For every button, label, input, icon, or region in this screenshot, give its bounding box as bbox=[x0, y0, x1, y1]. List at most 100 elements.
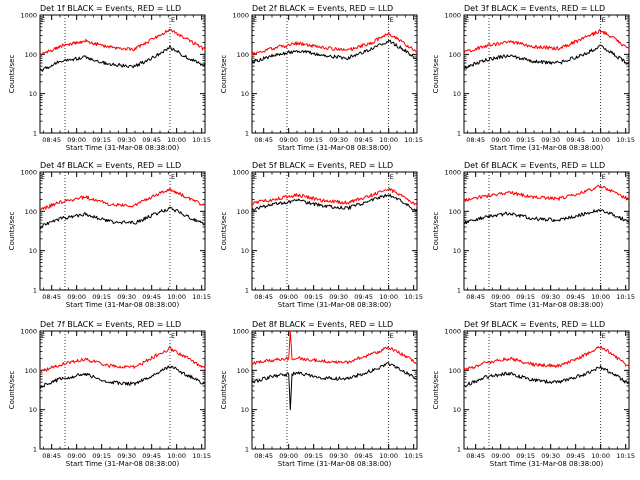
y-tick-label: 10 bbox=[453, 90, 461, 98]
x-tick-label: 10:00 bbox=[167, 452, 186, 460]
event-marker-label: E bbox=[390, 173, 394, 181]
y-tick-label: 100 bbox=[237, 367, 249, 375]
plot-frame bbox=[463, 330, 630, 450]
y-tick-label: 10 bbox=[29, 90, 37, 98]
events-rate-line bbox=[251, 362, 418, 411]
y-tick-label: 1 bbox=[245, 287, 249, 295]
x-tick-label: 09:00 bbox=[67, 293, 86, 301]
x-tick-label: 09:00 bbox=[279, 452, 298, 460]
y-tick-label: 1 bbox=[33, 130, 37, 138]
x-tick-label: 08:45 bbox=[254, 452, 273, 460]
y-tick-label: 1000 bbox=[232, 12, 249, 20]
event-marker-label: E bbox=[41, 173, 45, 181]
x-tick-label: 10:15 bbox=[616, 136, 635, 144]
y-tick-label: 1 bbox=[33, 446, 37, 454]
x-tick-label: 08:45 bbox=[42, 136, 61, 144]
events-rate-line bbox=[463, 44, 630, 69]
y-tick-label: 1000 bbox=[232, 169, 249, 177]
plot-frame bbox=[463, 171, 630, 291]
y-tick-label: 1 bbox=[457, 287, 461, 295]
y-tick-label: 100 bbox=[25, 367, 37, 375]
chart-title: Det 3f BLACK = Events, RED = LLD bbox=[464, 4, 605, 13]
x-tick-label: 10:15 bbox=[616, 452, 635, 460]
event-marker-label: E bbox=[390, 16, 394, 24]
y-tick-label: 10 bbox=[29, 406, 37, 414]
x-tick-label: 09:30 bbox=[541, 136, 560, 144]
x-tick-label: 10:15 bbox=[192, 452, 211, 460]
x-tick-label: 09:45 bbox=[354, 452, 373, 460]
y-axis-label: Counts/sec bbox=[220, 371, 228, 410]
event-marker-label: E bbox=[602, 173, 606, 181]
chart-panel: Det 4f BLACK = Events, RED = LLD 1 10 100 10… bbox=[8, 161, 211, 309]
x-axis-label: Start Time (31-Mar-08 08:38:00) bbox=[66, 144, 180, 152]
x-tick-label: 09:45 bbox=[354, 136, 373, 144]
x-axis-label: Start Time (31-Mar-08 08:38:00) bbox=[278, 144, 392, 152]
x-tick-label: 10:15 bbox=[404, 452, 423, 460]
event-marker-label: E bbox=[465, 332, 469, 340]
x-tick-label: 09:00 bbox=[67, 136, 86, 144]
x-axis-label: Start Time (31-Mar-08 08:38:00) bbox=[490, 144, 604, 152]
x-tick-label: 09:15 bbox=[92, 136, 111, 144]
event-marker-label: E bbox=[602, 16, 606, 24]
plot-frame bbox=[251, 330, 418, 450]
chart-panel: Det 8f BLACK = Events, RED = LLD 1 10 100 10… bbox=[220, 320, 423, 468]
x-tick-label: 09:15 bbox=[516, 452, 535, 460]
events-rate-line bbox=[463, 209, 630, 225]
x-tick-label: 09:30 bbox=[541, 293, 560, 301]
x-tick-label: 10:15 bbox=[192, 293, 211, 301]
y-tick-label: 10 bbox=[241, 406, 249, 414]
x-tick-label: 09:30 bbox=[329, 293, 348, 301]
y-tick-label: 100 bbox=[449, 51, 461, 59]
x-axis-label: Start Time (31-Mar-08 08:38:00) bbox=[278, 460, 392, 468]
y-tick-label: 1000 bbox=[20, 12, 37, 20]
x-tick-label: 09:45 bbox=[566, 452, 585, 460]
chart-panel: Det 1f BLACK = Events, RED = LLD 1 10 100 10… bbox=[8, 4, 211, 152]
y-tick-label: 1000 bbox=[232, 328, 249, 336]
x-tick-label: 10:15 bbox=[192, 136, 211, 144]
x-tick-label: 10:00 bbox=[591, 452, 610, 460]
lld-rate-line bbox=[39, 188, 206, 211]
x-tick-label: 09:45 bbox=[142, 452, 161, 460]
chart-panel: Det 5f BLACK = Events, RED = LLD 1 10 100 10… bbox=[220, 161, 423, 309]
x-tick-label: 09:30 bbox=[117, 136, 136, 144]
event-marker-label: E bbox=[465, 16, 469, 24]
x-tick-label: 10:00 bbox=[167, 293, 186, 301]
plot-frame bbox=[39, 14, 206, 134]
y-tick-label: 10 bbox=[241, 90, 249, 98]
y-tick-label: 10 bbox=[241, 247, 249, 255]
x-tick-label: 08:45 bbox=[254, 293, 273, 301]
y-tick-label: 1000 bbox=[20, 328, 37, 336]
event-marker-label: E bbox=[171, 173, 175, 181]
x-tick-label: 09:30 bbox=[541, 452, 560, 460]
x-tick-label: 09:15 bbox=[92, 293, 111, 301]
x-tick-label: 10:15 bbox=[404, 293, 423, 301]
x-tick-label: 09:15 bbox=[516, 136, 535, 144]
y-tick-label: 10 bbox=[453, 247, 461, 255]
chart-title: Det 7f BLACK = Events, RED = LLD bbox=[40, 320, 181, 329]
lld-rate-line bbox=[39, 28, 206, 57]
x-tick-label: 08:45 bbox=[466, 452, 485, 460]
x-tick-label: 09:30 bbox=[329, 452, 348, 460]
x-tick-label: 09:30 bbox=[117, 452, 136, 460]
y-axis-label: Counts/sec bbox=[220, 55, 228, 94]
event-marker-label: E bbox=[253, 173, 257, 181]
x-tick-label: 09:15 bbox=[92, 452, 111, 460]
x-tick-label: 09:15 bbox=[516, 293, 535, 301]
y-tick-label: 1 bbox=[245, 130, 249, 138]
chart-panel: Det 9f BLACK = Events, RED = LLD 1 10 100 10… bbox=[432, 320, 635, 468]
lld-rate-line bbox=[463, 28, 630, 54]
x-tick-label: 09:45 bbox=[566, 293, 585, 301]
x-tick-label: 10:15 bbox=[404, 136, 423, 144]
plot-frame bbox=[251, 14, 418, 134]
x-tick-label: 08:45 bbox=[254, 136, 273, 144]
y-axis-label: Counts/sec bbox=[8, 212, 16, 251]
plot-frame bbox=[39, 330, 206, 450]
chart-title: Det 8f BLACK = Events, RED = LLD bbox=[252, 320, 393, 329]
lld-rate-line bbox=[251, 31, 418, 57]
x-tick-label: 09:45 bbox=[142, 293, 161, 301]
event-marker-label: E bbox=[171, 332, 175, 340]
y-tick-label: 100 bbox=[449, 208, 461, 216]
x-tick-label: 09:45 bbox=[354, 293, 373, 301]
event-marker-label: E bbox=[253, 332, 257, 340]
x-axis-label: Start Time (31-Mar-08 08:38:00) bbox=[490, 301, 604, 309]
